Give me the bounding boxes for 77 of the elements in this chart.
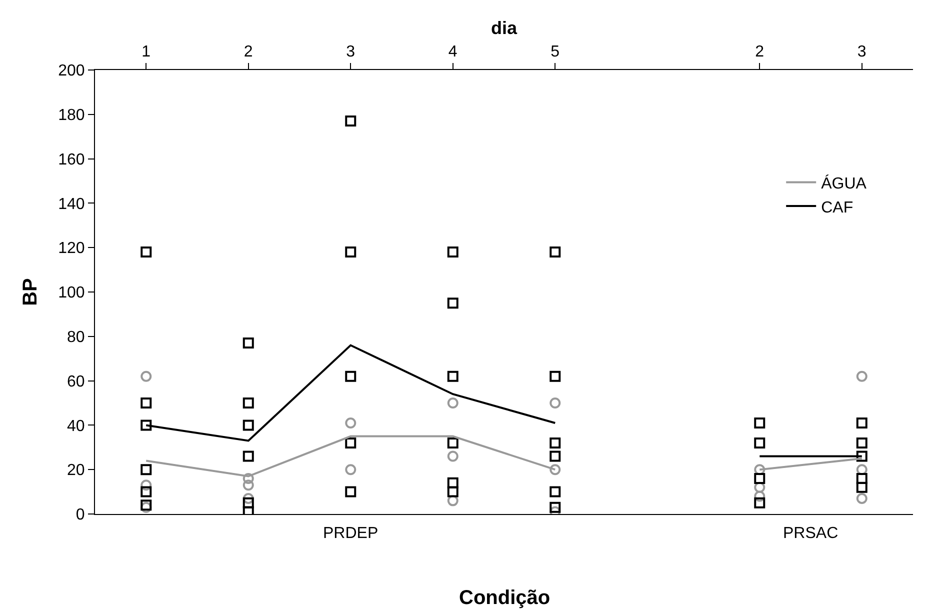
point (856, 482, 868, 493)
y-tick-label: 160 (58, 151, 85, 168)
point (140, 464, 152, 476)
point (856, 437, 868, 448)
point (242, 398, 254, 408)
point (754, 490, 766, 502)
y-tick-label: 180 (58, 107, 85, 124)
point (140, 246, 152, 258)
point (345, 464, 356, 476)
point (550, 398, 561, 408)
y-tick-label: 40 (67, 418, 85, 435)
point (242, 472, 254, 484)
point (140, 420, 152, 431)
x-tick-label: 3 (346, 44, 356, 61)
y-tick-label: 80 (67, 329, 85, 346)
y-tick-label: 0 (76, 506, 85, 524)
point (550, 246, 561, 258)
point (447, 450, 458, 462)
y-tick-label: 100 (58, 284, 85, 302)
point (242, 480, 254, 491)
point (550, 450, 561, 462)
x-axis-title: dia (490, 18, 518, 38)
point (447, 370, 458, 382)
point (856, 417, 868, 428)
y-axis-title: BP (20, 278, 42, 306)
point (754, 482, 766, 493)
point (345, 486, 356, 498)
y-tick-label: 140 (58, 196, 85, 213)
x-tick-label: 2 (244, 44, 253, 61)
point (242, 338, 254, 349)
point (856, 450, 868, 462)
point (447, 398, 458, 408)
point (345, 417, 356, 428)
point (550, 370, 561, 382)
point (345, 116, 356, 127)
point (447, 486, 458, 498)
x-tick-label: 5 (550, 44, 560, 61)
point (140, 486, 152, 498)
y-tick-label: 60 (67, 373, 85, 390)
point (754, 497, 766, 508)
legend-label: CAF (821, 199, 854, 216)
point (550, 437, 561, 448)
point (242, 450, 254, 462)
point (345, 370, 356, 382)
point (856, 472, 868, 484)
x-tick-label: 2 (755, 44, 764, 61)
point (140, 480, 152, 491)
point (140, 370, 152, 382)
point (754, 472, 766, 484)
point (242, 420, 254, 431)
point (140, 398, 152, 408)
text: PRDEP (323, 525, 378, 542)
text: Condição (459, 587, 550, 609)
point (242, 492, 254, 504)
point (856, 492, 868, 504)
point (447, 437, 458, 448)
x-tick-label: 4 (448, 44, 458, 61)
y-tick-label: 200 (58, 62, 85, 80)
point (447, 477, 458, 488)
y-tick-label: 20 (67, 462, 85, 480)
point (345, 437, 356, 448)
point (447, 495, 458, 506)
y-tick-label: 120 (58, 240, 85, 258)
x-tick-label: 1 (142, 44, 151, 61)
point (447, 298, 458, 309)
legend-label: ÁGUA (821, 174, 867, 192)
point (550, 464, 561, 476)
text: PRSAC (783, 525, 838, 542)
point (550, 486, 561, 498)
point (447, 246, 458, 258)
point (550, 502, 561, 513)
point (754, 417, 766, 428)
point (856, 370, 868, 382)
point (754, 437, 766, 448)
point (242, 497, 254, 508)
x-tick-label: 3 (857, 44, 866, 61)
point (345, 246, 356, 258)
